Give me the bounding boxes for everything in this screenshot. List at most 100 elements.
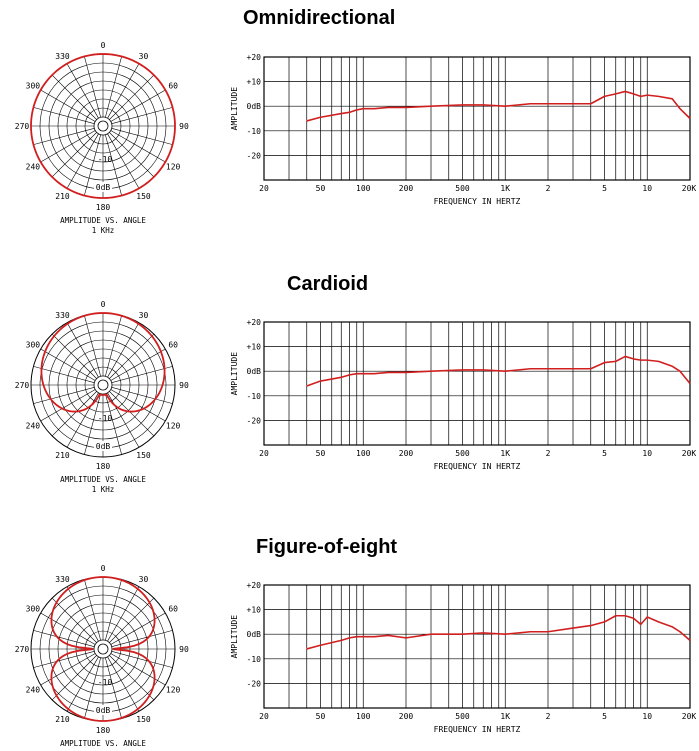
polar-angle-label: 300 [26,82,41,91]
chart-title-cardioid: Cardioid [287,273,369,295]
polar-ring-label: -10 [98,155,113,164]
polar-plot-omni: 0 30 60 90 120 150 180 210 240 270 300 330 -10 0dB AMP… [15,41,189,235]
polar-spoke [51,391,97,437]
polar-spoke [105,579,122,641]
y-tick-label: 0dB [247,102,262,111]
polar-angle-label: 270 [15,645,30,654]
polar-spoke [109,597,155,643]
polar-ring-label: 0dB [96,183,111,192]
polar-spoke [84,579,101,641]
polar-spoke [109,391,155,437]
polar-spoke [107,392,140,448]
polar-angle-label: 240 [26,163,41,172]
polar-spoke [105,657,122,719]
polar-angle-label: 330 [55,311,70,320]
polar-angle-label: 330 [55,575,70,584]
polar-spoke [84,134,101,196]
polar-spoke [107,586,140,642]
polar-angle-label: 30 [139,575,149,584]
polar-spoke [109,655,155,701]
polar-spoke [40,653,96,686]
polar-spoke [33,107,95,124]
y-tick-label: 0dB [247,630,262,639]
polar-spoke [66,586,99,642]
polar-spoke [40,348,96,381]
x-tick-label: 50 [316,712,326,721]
polar-angle-label: 210 [55,451,70,460]
y-tick-label: -20 [247,416,262,425]
polar-spoke [51,597,97,643]
polar-ring-label: 0dB [96,442,111,451]
polar-center-ring [97,379,109,391]
plot-frame [263,56,691,181]
polar-spoke [105,315,122,377]
polar-ring-label-bg [94,441,112,451]
x-tick-label: 20K [682,449,697,458]
polar-spoke [33,387,95,404]
x-tick-label: 50 [316,184,326,193]
x-tick-label: 2 [546,712,551,721]
polar-spoke [109,333,155,379]
polar-spoke [51,132,97,178]
y-tick-label: +20 [247,53,262,62]
x-tick-label: 1K [500,449,510,458]
polar-spoke [66,133,99,189]
polar-spoke [110,348,166,381]
x-tick-label: 20 [259,449,269,458]
polar-curve-cardioid [40,312,166,413]
polar-spoke [33,128,95,145]
y-tick-label: -10 [247,655,262,664]
x-tick-label: 2 [546,449,551,458]
x-tick-label: 100 [356,712,371,721]
polar-angle-label: 330 [55,52,70,61]
x-tick-label: 1K [500,184,510,193]
chart-title-figure-of-eight: Figure-of-eight [256,536,398,558]
polar-angle-label: 300 [26,605,41,614]
polar-spoke [107,656,140,712]
polar-curve-omni [30,53,176,199]
polar-curve-figure8 [50,576,156,722]
polar-spoke [66,656,99,712]
x-tick-label: 20K [682,712,697,721]
polar-spoke [111,630,173,647]
polar-angle-label: 180 [96,203,111,212]
x-tick-label: 100 [356,449,371,458]
x-tick-label: 200 [399,449,414,458]
x-tick-label: 500 [455,712,470,721]
response-line [306,614,691,650]
polar-spoke [40,130,96,163]
polar-caption: 1 KHz [92,226,115,235]
x-tick-label: 10 [642,449,652,458]
polar-spoke [111,387,173,404]
polar-spoke [110,653,166,686]
polar-spoke [66,392,99,448]
freq-response-chart: +20 +10 0dB -10 -20 20 50 100 200 500 1K 2 5 10 20K FRE… [230,581,696,734]
x-axis-label: FREQUENCY IN HERTZ [434,462,521,471]
y-tick-label: +10 [247,343,262,352]
polar-angle-label: 270 [15,381,30,390]
polar-angle-label: 120 [166,686,181,695]
freq-response-chart: +20 +10 0dB -10 -20 20 50 100 200 500 1K 2 5 10 20K FRE… [230,53,696,206]
polar-spoke [40,389,96,422]
polar-center-ring [93,375,113,395]
polar-angle-label: 300 [26,341,41,350]
polar-ring-label: -10 [98,678,113,687]
polar-spoke [105,134,122,196]
polar-spoke [33,651,95,668]
y-axis-label: AMPLITUDE [230,87,239,131]
polar-spoke [107,63,140,119]
polar-spoke [111,651,173,668]
polar-plot-cardioid: 0 30 60 90 120 150 180 210 240 270 300 330 -10 0dB AMP… [15,300,189,494]
x-tick-label: 10 [642,184,652,193]
x-tick-label: 200 [399,712,414,721]
plot-frame [263,321,691,446]
polar-angle-label: 240 [26,422,41,431]
response-line [306,355,691,387]
polar-angle-label: 180 [96,462,111,471]
polar-spoke [84,56,101,118]
polar-center-ring [97,643,109,655]
polar-spoke [110,389,166,422]
polar-angle-label: 90 [179,381,189,390]
polar-spoke [40,89,96,122]
x-tick-label: 1K [500,712,510,721]
